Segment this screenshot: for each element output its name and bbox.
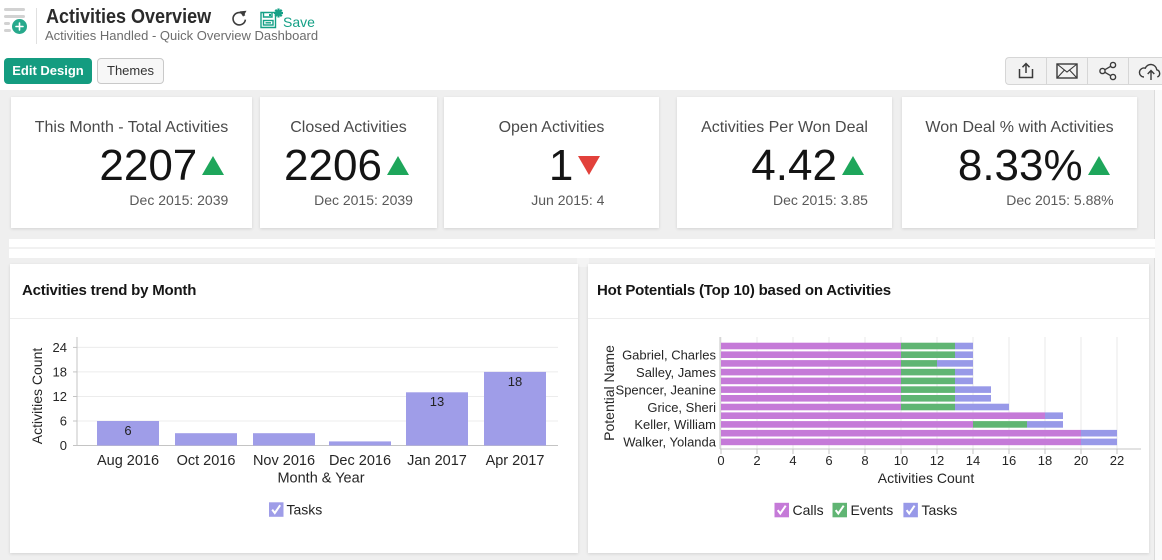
svg-text:24: 24 <box>53 340 67 355</box>
svg-text:18: 18 <box>53 365 67 380</box>
svg-text:Potential Name: Potential Name <box>601 345 617 441</box>
svg-text:Events: Events <box>851 502 894 518</box>
svg-text:Month & Year: Month & Year <box>277 471 364 487</box>
svg-text:8: 8 <box>861 453 868 468</box>
svg-text:Activities Count: Activities Count <box>878 470 975 486</box>
svg-text:0: 0 <box>717 453 724 468</box>
svg-text:Spencer, Jeanine: Spencer, Jeanine <box>616 382 716 397</box>
svg-text:13: 13 <box>430 394 444 409</box>
svg-text:Walker, Yolanda: Walker, Yolanda <box>623 435 717 450</box>
svg-text:4: 4 <box>789 453 796 468</box>
svg-text:Salley, James: Salley, James <box>636 365 716 380</box>
svg-text:18: 18 <box>508 374 522 389</box>
svg-text:Oct 2016: Oct 2016 <box>177 453 236 469</box>
svg-text:Keller, William: Keller, William <box>634 417 716 432</box>
svg-text:12: 12 <box>930 453 944 468</box>
svg-text:16: 16 <box>1002 453 1016 468</box>
svg-text:Dec 2016: Dec 2016 <box>329 453 391 469</box>
svg-text:Aug 2016: Aug 2016 <box>97 453 159 469</box>
svg-text:20: 20 <box>1074 453 1088 468</box>
svg-text:Calls: Calls <box>793 502 824 518</box>
svg-text:Apr 2017: Apr 2017 <box>486 453 545 469</box>
svg-text:12: 12 <box>53 389 67 404</box>
svg-text:6: 6 <box>60 414 67 429</box>
svg-text:14: 14 <box>966 453 980 468</box>
svg-text:18: 18 <box>1038 453 1052 468</box>
svg-text:22: 22 <box>1110 453 1124 468</box>
svg-text:Nov 2016: Nov 2016 <box>253 453 315 469</box>
svg-text:Jan 2017: Jan 2017 <box>407 453 467 469</box>
svg-text:Activities Count: Activities Count <box>29 348 45 445</box>
svg-text:2: 2 <box>753 453 760 468</box>
svg-text:Tasks: Tasks <box>287 502 323 518</box>
svg-text:Gabriel, Charles: Gabriel, Charles <box>622 348 716 363</box>
svg-text:10: 10 <box>894 453 908 468</box>
svg-text:6: 6 <box>124 423 131 438</box>
svg-text:Tasks: Tasks <box>922 502 958 518</box>
svg-text:6: 6 <box>825 453 832 468</box>
svg-text:Grice, Sheri: Grice, Sheri <box>647 400 716 415</box>
svg-text:0: 0 <box>60 438 67 453</box>
